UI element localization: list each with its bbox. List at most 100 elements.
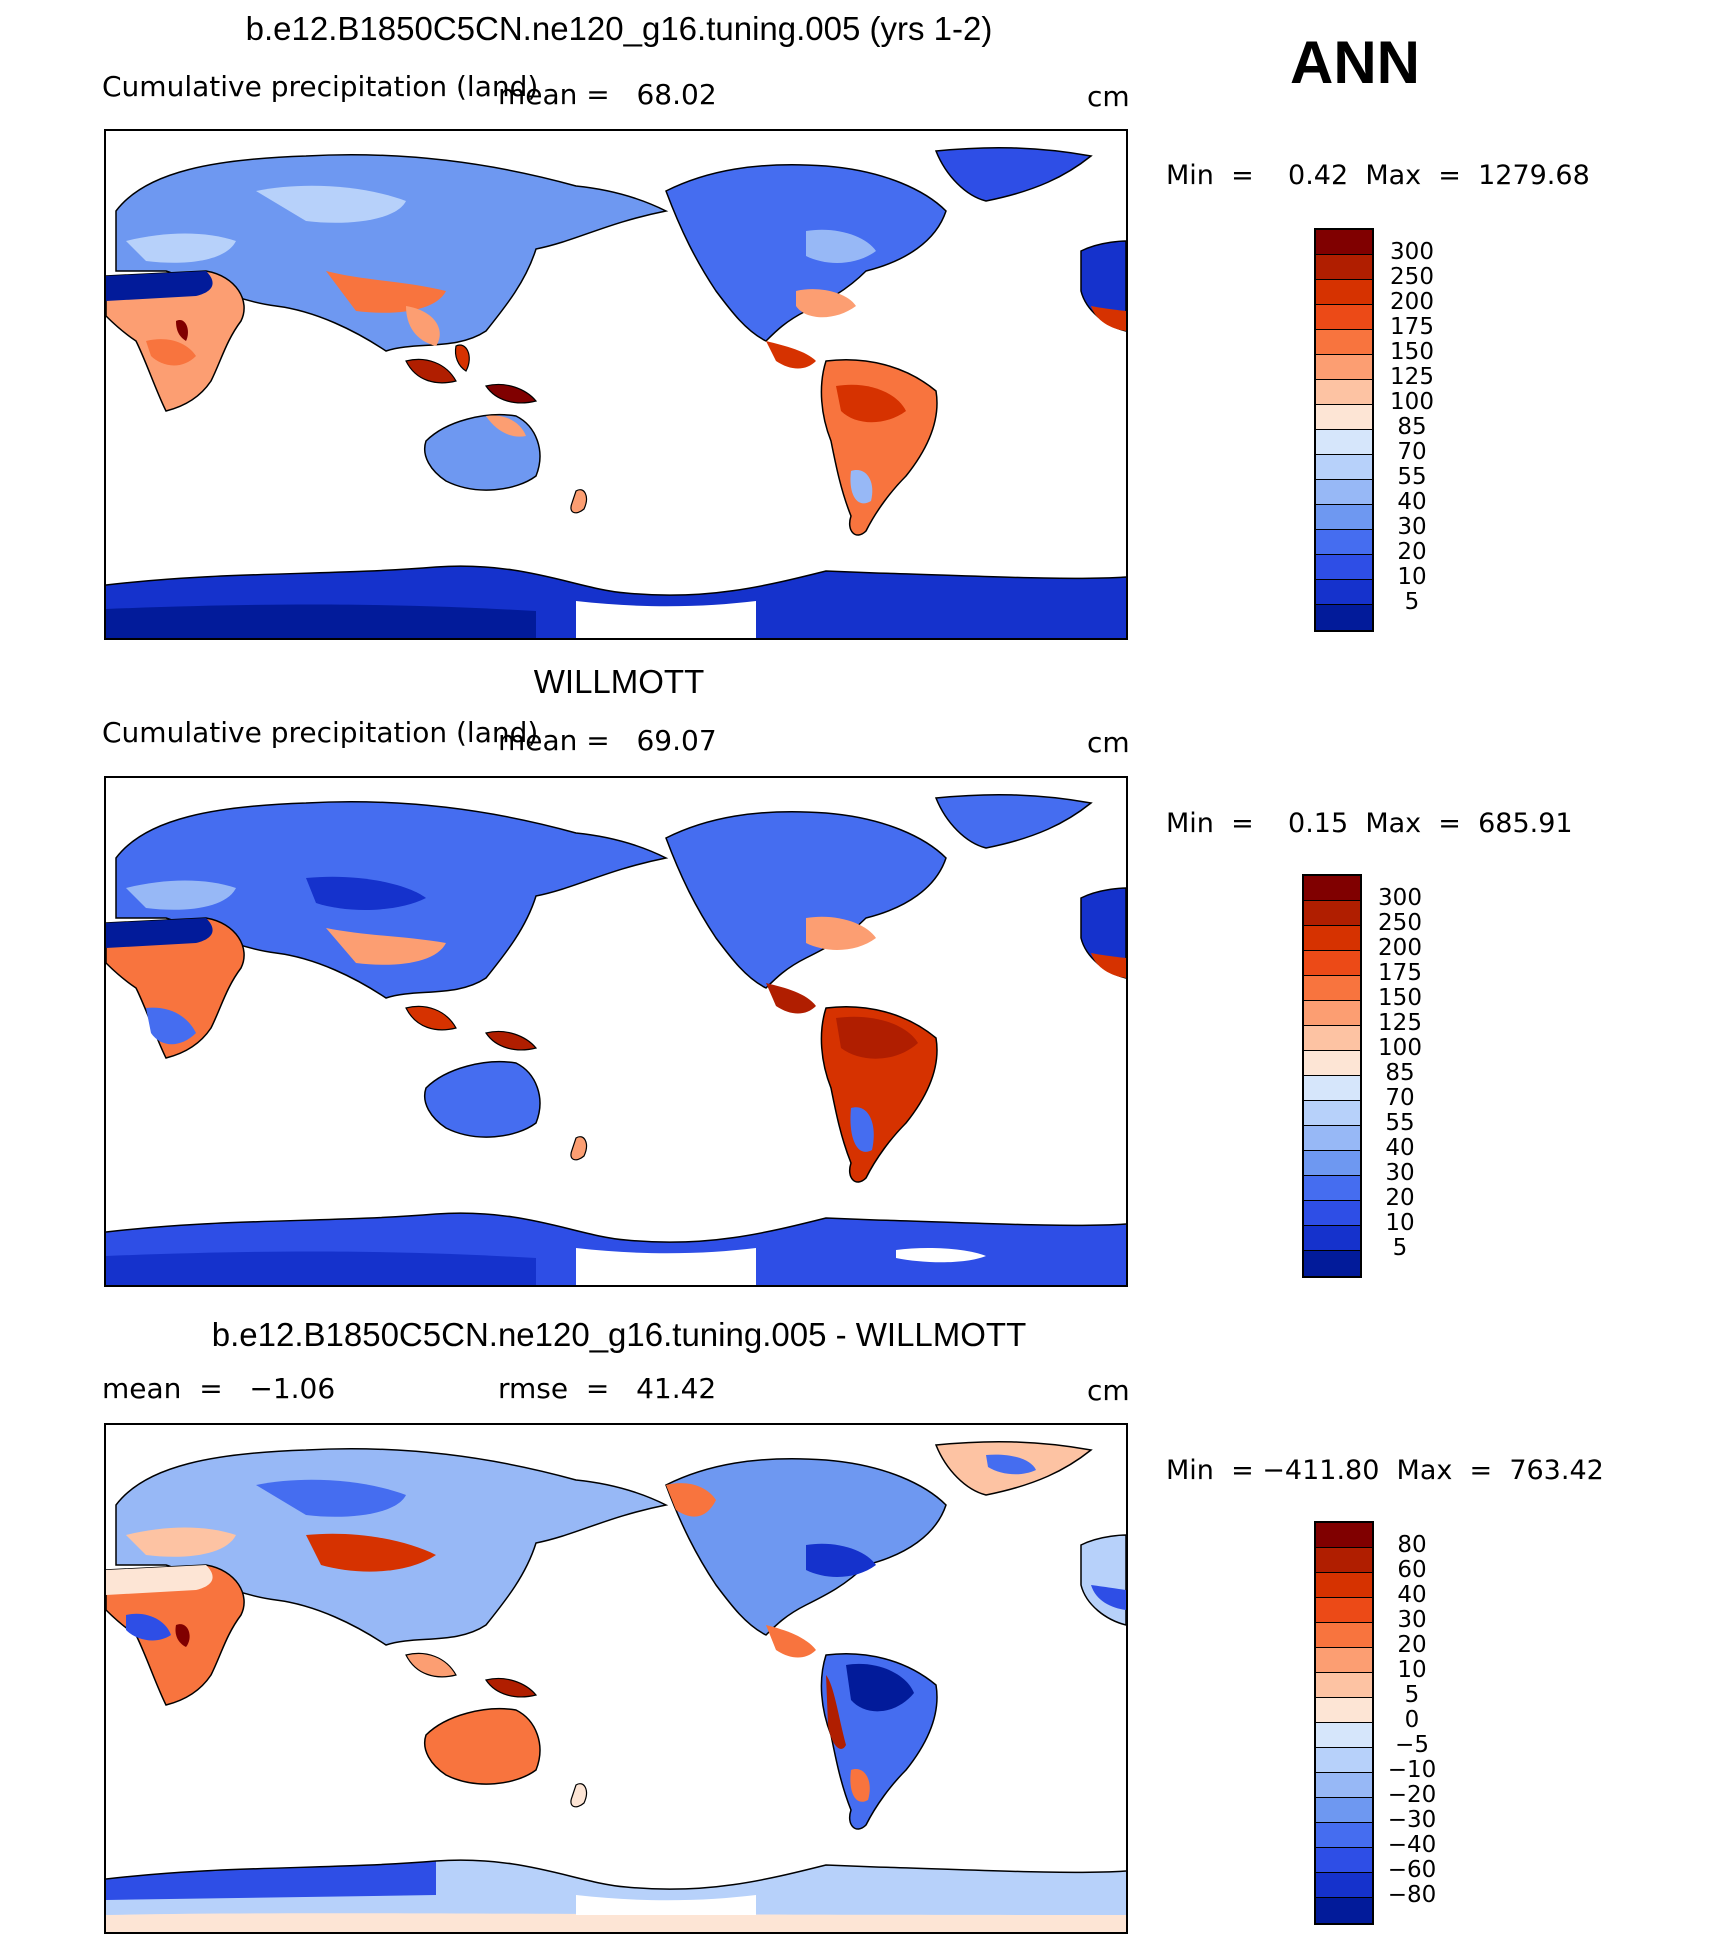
colorbar-segment bbox=[1316, 480, 1372, 505]
colorbar-segment bbox=[1316, 1548, 1372, 1573]
africa-region bbox=[106, 1564, 245, 1706]
colorbar-segment bbox=[1304, 1201, 1360, 1226]
season-label: ANN bbox=[1290, 29, 1420, 96]
new-zealand-region bbox=[570, 489, 588, 514]
colorbar-tick-label: 300 bbox=[1378, 885, 1422, 911]
panel-3-max-value: 763.42 bbox=[1509, 1455, 1604, 1486]
panel-2-mean-label: mean = 69.07 bbox=[498, 724, 717, 757]
new-zealand-region bbox=[570, 1783, 588, 1808]
colorbar-segment bbox=[1304, 976, 1360, 1001]
panel-1-variable-label: Cumulative precipitation (land) bbox=[102, 70, 539, 103]
colorbar-tick-label: 0 bbox=[1404, 1707, 1420, 1733]
southeast-asia-region bbox=[405, 1005, 538, 1051]
colorbar-segment bbox=[1316, 1848, 1372, 1873]
colorbar-box bbox=[1314, 228, 1374, 632]
colorbar-tick-label: 175 bbox=[1390, 314, 1434, 340]
panel-3-mean-value: −1.06 bbox=[249, 1372, 336, 1405]
colorbar-segment bbox=[1304, 1076, 1360, 1101]
colorbar-segment bbox=[1316, 1823, 1372, 1848]
colorbar-tick-label: 20 bbox=[1397, 1632, 1427, 1658]
panel-1-min-value: 0.42 bbox=[1288, 160, 1349, 191]
colorbar-segment bbox=[1316, 1798, 1372, 1823]
africa-region bbox=[106, 917, 245, 1059]
south-america-region bbox=[820, 1006, 938, 1183]
colorbar-segment bbox=[1316, 605, 1372, 630]
panel-2-colorbar: 300 250 200 175 150 125 100 85 70 55 40 30 20 10 5 bbox=[1302, 874, 1422, 1278]
colorbar-segment bbox=[1316, 355, 1372, 380]
west-edge-region bbox=[1080, 240, 1126, 332]
colorbar-tick-label: 55 bbox=[1397, 464, 1427, 490]
colorbar-segment bbox=[1316, 1523, 1372, 1548]
colorbar-segment bbox=[1316, 1773, 1372, 1798]
colorbar-segment bbox=[1304, 1051, 1360, 1076]
colorbar-segment bbox=[1316, 455, 1372, 480]
panel-3-colorbar: 80 60 40 30 20 10 5 0 −5 −10 −20 −30 −40 −60 −80 bbox=[1314, 1521, 1436, 1925]
colorbar-tick-label: 20 bbox=[1385, 1185, 1415, 1211]
southeast-asia-region bbox=[405, 1652, 538, 1698]
australia-region bbox=[424, 1061, 541, 1138]
colorbar-tick-label: 5 bbox=[1404, 1682, 1420, 1708]
colorbar-tick-label: 40 bbox=[1397, 489, 1427, 515]
colorbar-tick-label: 250 bbox=[1390, 264, 1434, 290]
colorbar-tick-label: 10 bbox=[1397, 1657, 1427, 1683]
colorbar-segment bbox=[1316, 1648, 1372, 1673]
colorbar-segment bbox=[1316, 405, 1372, 430]
antarctica-region bbox=[106, 1859, 1126, 1932]
colorbar-segment bbox=[1304, 1151, 1360, 1176]
colorbar-segment bbox=[1316, 430, 1372, 455]
colorbar-tick-label: −80 bbox=[1387, 1882, 1437, 1908]
colorbar-segment bbox=[1316, 230, 1372, 255]
colorbar-tick-label: 5 bbox=[1404, 589, 1420, 615]
eurasia-region bbox=[115, 154, 669, 352]
colorbar-tick-label: 10 bbox=[1385, 1210, 1415, 1236]
north-america-region bbox=[665, 810, 947, 1014]
colorbar-box bbox=[1302, 874, 1362, 1278]
panel-1-title: b.e12.B1850C5CN.ne120_g16.tuning.005 (yr… bbox=[245, 10, 993, 47]
panel-3-rmse-label: rmse = 41.42 bbox=[498, 1372, 717, 1405]
colorbar-segment bbox=[1304, 1126, 1360, 1151]
colorbar-tick-label: 80 bbox=[1397, 1532, 1427, 1558]
colorbar-segment bbox=[1316, 1598, 1372, 1623]
panel-2-units: cm bbox=[1087, 726, 1130, 759]
colorbar-segment bbox=[1304, 1101, 1360, 1126]
panel-2-variable-label: Cumulative precipitation (land) bbox=[102, 716, 539, 749]
colorbar-segment bbox=[1304, 1001, 1360, 1026]
colorbar-tick-label: 175 bbox=[1378, 960, 1422, 986]
colorbar-tick-label: 5 bbox=[1392, 1235, 1408, 1261]
colorbar-tick-label: −20 bbox=[1387, 1782, 1437, 1808]
colorbar-segment bbox=[1316, 280, 1372, 305]
panel-3-rmse-value: 41.42 bbox=[636, 1372, 717, 1405]
colorbar-tick-label: −5 bbox=[1395, 1732, 1429, 1758]
colorbar-segment bbox=[1316, 330, 1372, 355]
colorbar-segment bbox=[1304, 901, 1360, 926]
colorbar-tick-label: −40 bbox=[1387, 1832, 1437, 1858]
colorbar-tick-label: 60 bbox=[1397, 1557, 1427, 1583]
colorbar-tick-label: −10 bbox=[1387, 1757, 1437, 1783]
greenland-region bbox=[934, 146, 1093, 202]
colorbar-segment bbox=[1316, 255, 1372, 280]
panel-2-min-value: 0.15 bbox=[1288, 808, 1349, 839]
colorbar-segment bbox=[1304, 951, 1360, 976]
colorbar-segment bbox=[1316, 1673, 1372, 1698]
eurasia-region bbox=[115, 801, 669, 999]
panel-3-map bbox=[104, 1423, 1128, 1934]
colorbar-box bbox=[1314, 1521, 1374, 1925]
colorbar-tick-label: 100 bbox=[1390, 389, 1434, 415]
colorbar-tick-label: −60 bbox=[1387, 1857, 1437, 1883]
colorbar-segment bbox=[1316, 1748, 1372, 1773]
west-edge-region bbox=[1080, 887, 1126, 979]
colorbar-tick-label: 300 bbox=[1390, 239, 1434, 265]
colorbar-segment bbox=[1316, 305, 1372, 330]
south-america-region bbox=[820, 1653, 938, 1830]
panel-2-title: WILLMOTT bbox=[533, 663, 705, 700]
south-america-region bbox=[820, 359, 938, 536]
colorbar-segment bbox=[1316, 1723, 1372, 1748]
panel-2-max-value: 685.91 bbox=[1478, 808, 1573, 839]
colorbar-segment bbox=[1304, 1176, 1360, 1201]
colorbar-segment bbox=[1316, 1698, 1372, 1723]
colorbar-segment bbox=[1316, 505, 1372, 530]
panel-1-units: cm bbox=[1087, 80, 1130, 113]
panel-3-min-value: −411.80 bbox=[1262, 1455, 1380, 1486]
new-zealand-region bbox=[570, 1136, 588, 1161]
panel-3-min-max: Min = −411.80 Max = 763.42 bbox=[1166, 1455, 1604, 1486]
